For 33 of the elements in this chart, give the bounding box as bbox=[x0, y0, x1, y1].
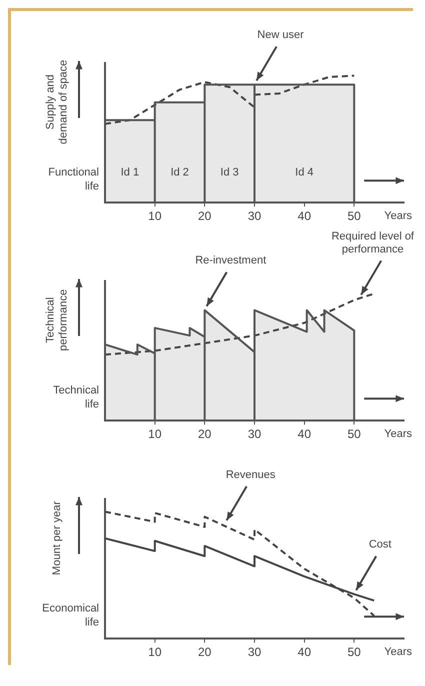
x-tick-label: 20 bbox=[198, 427, 212, 442]
x-axis-title: Years bbox=[384, 428, 412, 440]
annotation: Id 2 bbox=[170, 166, 189, 179]
x-tick-label: 10 bbox=[148, 645, 162, 660]
annotation: Revenues bbox=[226, 468, 276, 481]
x-tick-label: 30 bbox=[248, 427, 262, 442]
x-axis-title: Years bbox=[384, 210, 412, 222]
x-tick-label: 40 bbox=[298, 427, 312, 442]
text: Economical life bbox=[42, 602, 99, 629]
annotation: New user bbox=[257, 29, 304, 42]
x-tick-label: 50 bbox=[347, 209, 362, 224]
x-tick-label: 50 bbox=[347, 645, 362, 660]
x-tick-label: 40 bbox=[298, 645, 312, 660]
y-axis-title: Technical performance bbox=[44, 289, 70, 351]
text: Technical life bbox=[53, 384, 99, 411]
annotation: Id 1 bbox=[120, 166, 140, 179]
x-tick-label: 10 bbox=[148, 209, 162, 224]
annotation: Cost bbox=[368, 538, 392, 551]
x-tick-label: 30 bbox=[248, 645, 262, 660]
y-axis-title: Supply and demand of space bbox=[44, 60, 70, 144]
x-tick-label: 50 bbox=[347, 427, 362, 442]
x-tick-label: 40 bbox=[298, 209, 312, 224]
x-axis-title: Years bbox=[384, 646, 412, 658]
annotation: Id 3 bbox=[220, 166, 239, 179]
x-tick-label: 20 bbox=[198, 645, 212, 660]
text: Functional life bbox=[48, 166, 99, 193]
y-axis-title: Mount per year bbox=[51, 500, 64, 576]
x-tick-label: 10 bbox=[148, 427, 162, 442]
x-tick-label: 20 bbox=[198, 209, 212, 224]
x-tick-label: 30 bbox=[248, 209, 262, 224]
annotation: Re-investment bbox=[195, 254, 266, 267]
annotation: Required level of performance bbox=[331, 230, 415, 256]
annotation: Id 4 bbox=[295, 166, 314, 179]
